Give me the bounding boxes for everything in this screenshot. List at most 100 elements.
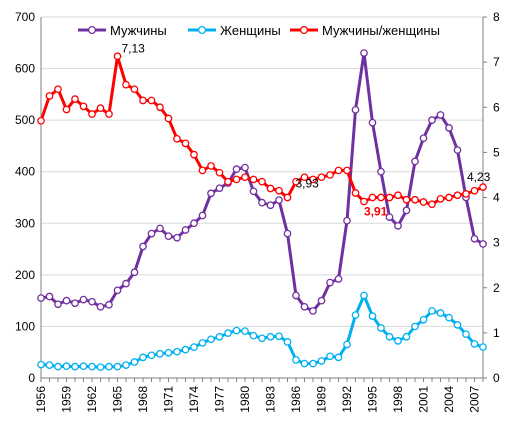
series-point-2 — [462, 190, 470, 198]
data-label: 3,91 — [364, 205, 388, 219]
series-point-1 — [292, 356, 300, 364]
series-point-2 — [266, 184, 275, 193]
series-markers — [37, 49, 487, 372]
series-point-0 — [207, 189, 215, 198]
y2-tick-label: 4 — [493, 191, 500, 205]
series-point-2 — [224, 177, 232, 186]
y-tick-label: 500 — [15, 113, 35, 127]
x-tick-label: 1989 — [315, 386, 329, 413]
series-point-0 — [241, 163, 249, 172]
series-point-1 — [402, 332, 411, 341]
series-point-0 — [394, 222, 402, 230]
y-tick-label: 200 — [15, 268, 35, 282]
series-point-0 — [479, 240, 487, 248]
y2-tick-label: 6 — [493, 100, 500, 114]
series-point-0 — [317, 296, 326, 305]
series-point-1 — [428, 307, 436, 315]
series-point-1 — [190, 343, 198, 351]
x-tick-label: 1986 — [289, 386, 303, 413]
series-point-2 — [283, 193, 292, 202]
series-point-0 — [428, 116, 436, 124]
series-point-0 — [343, 216, 351, 225]
series-point-0 — [470, 234, 479, 243]
series-point-2 — [343, 166, 351, 175]
series-point-2 — [249, 175, 258, 184]
series-point-1 — [156, 349, 164, 358]
series-point-0 — [79, 295, 88, 304]
series-point-1 — [54, 362, 62, 371]
series-point-2 — [368, 193, 377, 202]
series-lines — [39, 51, 484, 369]
series-point-2 — [292, 177, 300, 186]
series-point-2 — [105, 110, 113, 118]
series-point-1 — [266, 332, 275, 341]
series-point-0 — [164, 232, 173, 241]
data-label: 3,93 — [296, 177, 320, 191]
x-tick-label: 1962 — [85, 386, 99, 413]
legend-marker-1 — [197, 25, 207, 35]
series-point-0 — [130, 268, 139, 277]
series-point-2 — [164, 114, 173, 123]
data-label: 4,23 — [467, 170, 491, 184]
series-point-2 — [207, 162, 215, 170]
series-point-1 — [411, 322, 419, 331]
series-point-0 — [275, 196, 283, 204]
series-point-2 — [190, 150, 198, 159]
series-point-1 — [139, 353, 147, 362]
series-point-0 — [368, 118, 377, 127]
series-point-1 — [241, 327, 249, 335]
series-point-1 — [224, 329, 232, 337]
data-label: 7,13 — [122, 41, 146, 55]
x-tick-label: 1956 — [34, 386, 48, 413]
series-point-0 — [62, 296, 71, 305]
series-point-0 — [360, 49, 368, 57]
series-point-2 — [62, 105, 71, 114]
series-point-1 — [385, 332, 394, 341]
series-point-2 — [122, 80, 130, 89]
series-point-1 — [436, 309, 445, 317]
series-point-1 — [232, 326, 241, 335]
series-point-0 — [198, 211, 207, 220]
series-point-1 — [309, 359, 317, 368]
series-point-1 — [198, 339, 207, 347]
series-point-2 — [71, 95, 79, 103]
series-point-0 — [173, 233, 181, 242]
series-point-1 — [249, 331, 258, 340]
y2-tick-label: 5 — [493, 145, 500, 159]
series-point-1 — [300, 359, 309, 368]
series-point-1 — [275, 332, 283, 341]
series-point-0 — [445, 124, 453, 132]
series-point-2 — [411, 195, 419, 204]
y2-tick-label: 1 — [493, 326, 500, 340]
legend: Мужчины Женщины Мужчины/женщины — [78, 23, 440, 38]
series-point-0 — [436, 111, 445, 119]
series-point-2 — [377, 193, 385, 202]
series-point-2 — [37, 116, 45, 125]
series-point-1 — [283, 338, 292, 346]
series-point-2 — [139, 96, 147, 105]
y-tick-label: 100 — [15, 319, 35, 333]
series-point-0 — [147, 229, 156, 238]
x-tick-label: 1980 — [238, 386, 252, 413]
x-tick-label: 1995 — [366, 386, 380, 413]
series-point-2 — [453, 191, 462, 200]
series-point-1 — [445, 313, 453, 322]
series-point-2 — [300, 173, 309, 182]
series-point-2 — [156, 103, 164, 112]
y2-tick-label: 8 — [493, 10, 500, 24]
series-point-0 — [215, 184, 224, 193]
series-point-0 — [283, 229, 292, 238]
series-point-0 — [266, 201, 275, 210]
series-point-2 — [147, 96, 156, 105]
series-point-0 — [351, 105, 360, 114]
series-point-0 — [453, 146, 462, 154]
series-point-0 — [105, 300, 113, 309]
series-point-1 — [130, 358, 139, 366]
series-point-2 — [351, 189, 360, 197]
y-tick-label: 400 — [15, 165, 35, 179]
series-point-1 — [343, 340, 351, 349]
series-point-2 — [402, 195, 411, 204]
y2-tick-label: 3 — [493, 236, 500, 250]
series-point-2 — [130, 85, 139, 94]
